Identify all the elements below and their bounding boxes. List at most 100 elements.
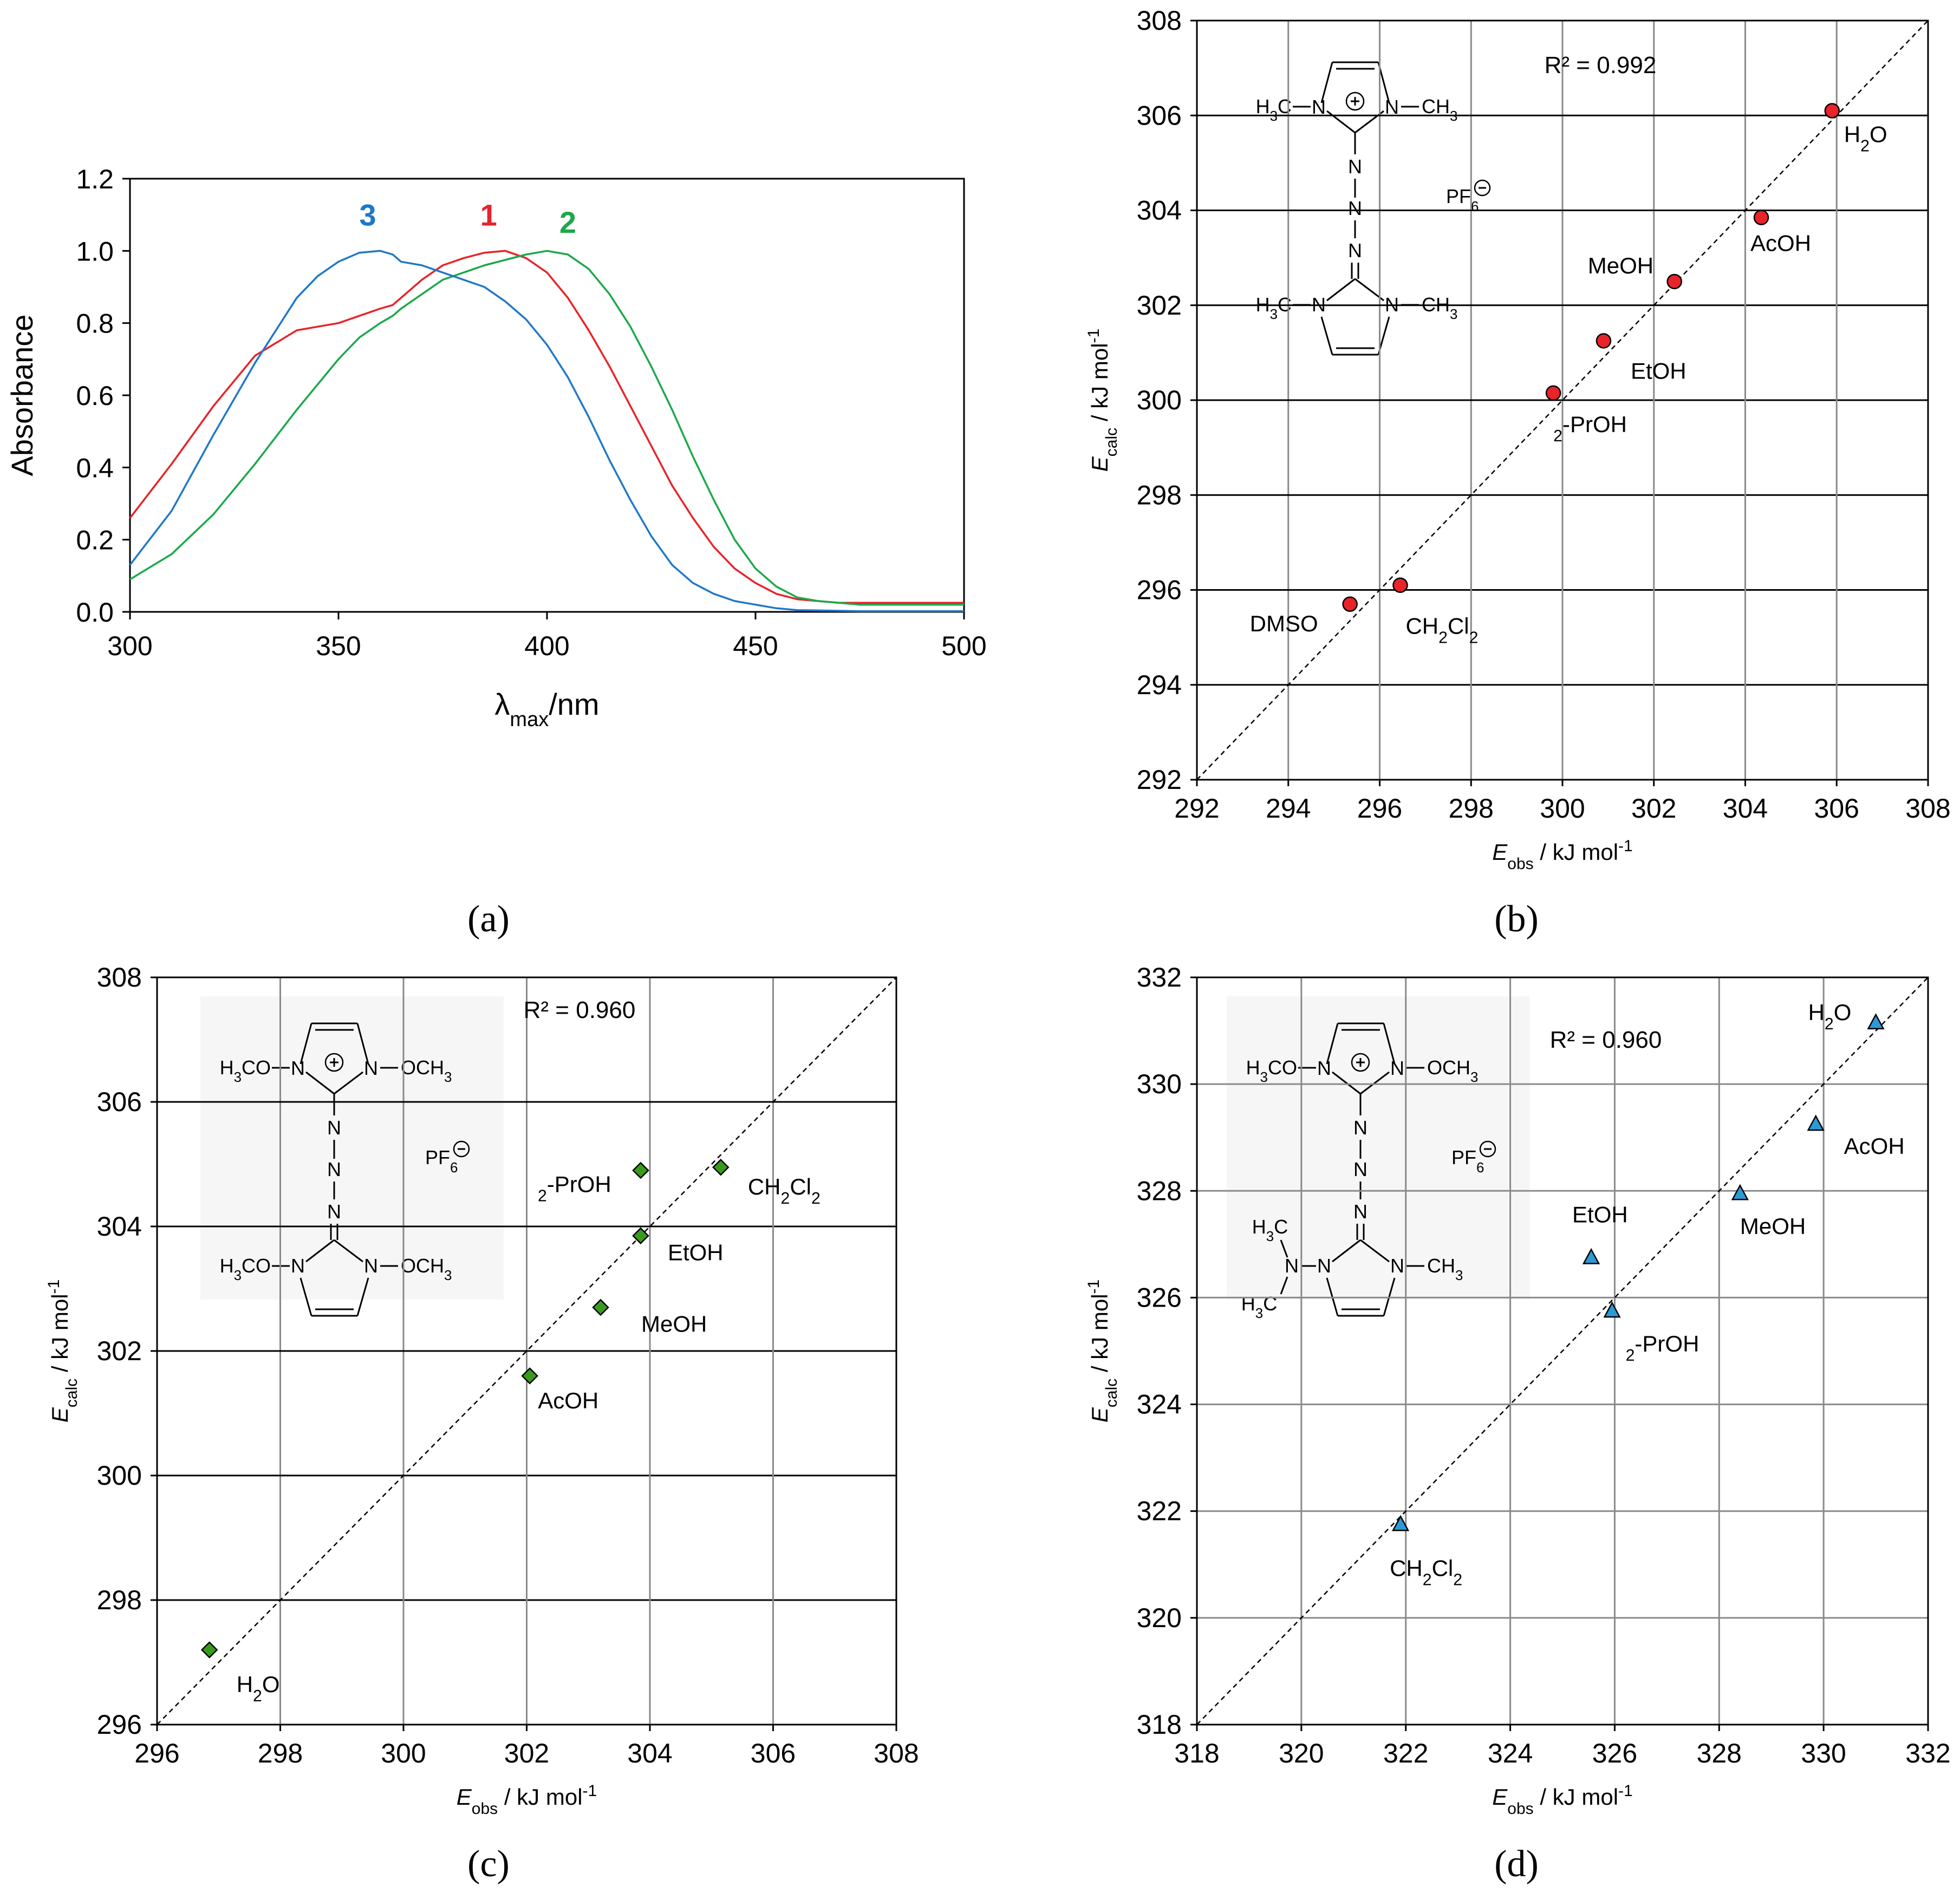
x-tick-label: 300 [107,631,152,661]
bond [1332,1239,1361,1263]
atom-n: N [327,1117,341,1139]
x-tick-label: 302 [504,1738,549,1768]
y-tick-label: 300 [97,1460,142,1491]
bond [1280,1276,1288,1295]
data-point [1392,577,1408,593]
r-squared-label: R² = 0.960 [1550,1027,1662,1053]
series-label-2: 2 [559,205,576,239]
inset-background [1227,996,1530,1300]
x-tick-label: 304 [627,1738,672,1768]
plot-frame [1196,19,1929,781]
y-tick-label: 292 [1137,765,1182,795]
data-point [1603,1301,1621,1318]
data-point [200,1641,218,1659]
bond [1320,62,1333,103]
x-tick-label: 350 [316,631,361,661]
identity-line [157,977,897,1725]
bond [299,1277,312,1316]
substituent-top-right: OCH3 [1427,1056,1478,1085]
y-tick-label: 1.0 [76,236,114,266]
x-axis-label: Eobs / kJ mol-1 [457,1782,597,1818]
x-tick-label: 400 [524,631,569,661]
atom-n: N [1390,1057,1404,1079]
atom-n: N [291,1057,305,1079]
x-tick-label: 308 [874,1738,919,1768]
data-point [632,1227,649,1245]
bond [1383,1023,1396,1065]
y-axis-label: Absorbance [5,315,39,476]
atom-n: N [1385,96,1399,118]
point-label: 2-PrOH [1626,1331,1699,1365]
y-tick-label: 302 [1137,290,1182,321]
atom-n: N [1317,1255,1331,1277]
y-tick-label: 302 [97,1336,142,1366]
x-tick-label: 306 [751,1738,796,1768]
x-tick-label: 300 [1540,793,1585,824]
x-tick-label: 450 [733,631,778,661]
point-label: CH2Cl2 [1405,613,1478,647]
y-tick-label: 0.6 [76,381,114,411]
plot-frame [156,976,897,1726]
x-axis-label: Eobs / kJ mol-1 [1492,837,1632,873]
bond [305,1239,335,1263]
x-tick-label: 302 [1631,793,1676,824]
data-point [1342,596,1358,612]
data-point [1753,210,1769,225]
inset-background [200,996,504,1300]
x-tick-label: 298 [1449,793,1494,824]
y-tick-label: 322 [1137,1496,1182,1526]
y-axis-label: Ecalc / kJ mol-1 [45,1280,81,1422]
x-tick-label: 332 [1905,1738,1950,1768]
x-tick-label: 326 [1592,1738,1637,1768]
atom-n: N [1353,1158,1368,1180]
plus-charge-circle [1345,92,1365,111]
bond [1326,110,1356,134]
x-axis-label: λmax/nm [494,687,599,731]
x-tick-label: 318 [1174,1738,1219,1768]
x-tick-label: 294 [1266,793,1311,824]
data-point [1596,333,1612,349]
y-tick-label: 294 [1137,670,1182,700]
panel-label-c: (c) [467,1843,510,1885]
chart-a: 300 350 400 450 500 0.0 0.2 0.4 0.6 0.8 1.0 1.2 3 1 2 λ… [5,164,987,940]
point-label: AcOH [1750,231,1811,256]
x-tick-label: 298 [258,1738,303,1768]
x-tick-label: 296 [1357,793,1402,824]
atom-n: N [364,1255,378,1277]
point-label: MeOH [1740,1213,1806,1239]
atom-n: N [1317,1057,1331,1079]
x-tick-label: 308 [1905,793,1950,824]
point-label: MeOH [1588,253,1653,278]
data-point [1731,1184,1749,1200]
atom-n: N [1312,96,1326,118]
point-label: H2O [237,1672,280,1705]
substituent-top-right: CH3 [1422,95,1457,124]
bond [334,1071,363,1095]
point-label: EtOH [668,1239,724,1265]
atom-n: N [291,1255,305,1277]
data-point [712,1158,730,1176]
atom-n: N [327,1200,341,1223]
panel-label-a: (a) [467,898,510,940]
bond [1326,278,1356,302]
data-point [521,1367,538,1385]
y-tick-label: 306 [97,1087,142,1117]
point-label: 2-PrOH [538,1172,611,1205]
point-label: AcOH [538,1388,598,1413]
point-label: CH2Cl2 [748,1174,821,1207]
x-tick-label: 292 [1174,793,1219,824]
y-tick-label: 320 [1137,1603,1182,1633]
point-label: EtOH [1631,358,1686,383]
substituent-top-left: H3CO [220,1056,271,1085]
y-tick-label: 0.4 [76,453,114,483]
bond [1360,1239,1390,1263]
point-label: CH2Cl2 [1390,1555,1462,1589]
y-tick-label: 318 [1137,1709,1182,1740]
counter-anion: PF6 [1446,185,1479,214]
data-point [1867,1013,1885,1030]
x-tick-label: 500 [941,631,986,661]
